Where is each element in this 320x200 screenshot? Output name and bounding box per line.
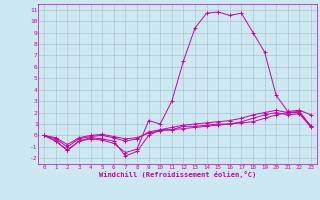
X-axis label: Windchill (Refroidissement éolien,°C): Windchill (Refroidissement éolien,°C) bbox=[99, 171, 256, 178]
